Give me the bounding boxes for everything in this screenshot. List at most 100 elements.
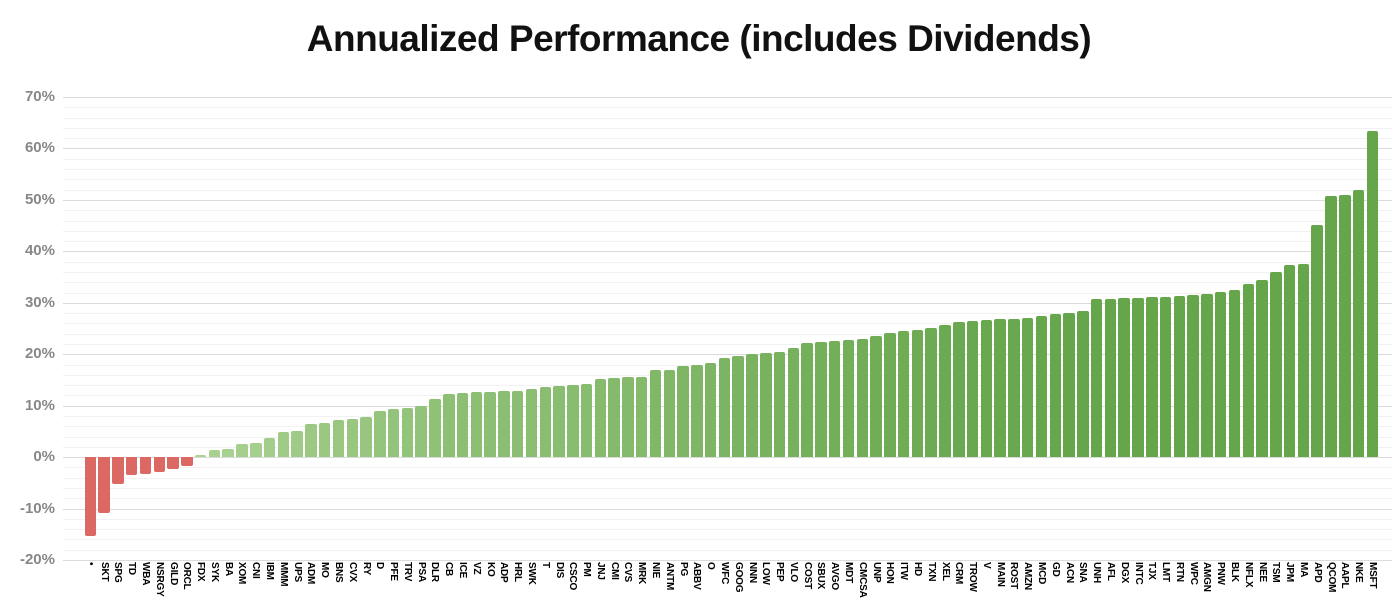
y-axis-tick-label: 20% bbox=[24, 345, 55, 363]
gridline-minor bbox=[63, 333, 1392, 335]
bar-HON bbox=[884, 333, 896, 458]
bar-ITW bbox=[897, 331, 910, 458]
bar-HD bbox=[911, 329, 924, 458]
x-axis-tick-label-XEL: XEL bbox=[939, 562, 951, 581]
x-axis-tick-label-SBUX: SBUX bbox=[815, 562, 827, 589]
x-axis-tick-label-SNA: SNA bbox=[1077, 562, 1089, 583]
gridline-minor bbox=[63, 477, 1392, 479]
gridline-major bbox=[63, 97, 1392, 98]
bar-LOW bbox=[760, 352, 772, 458]
x-axis-tick-label-AMGN: AMGN bbox=[1201, 562, 1213, 592]
bar-GD bbox=[1049, 314, 1061, 458]
bar-ORCL bbox=[181, 457, 193, 466]
x-axis-tick-label-JPM: JPM bbox=[1284, 562, 1296, 582]
bar-NKE bbox=[1352, 190, 1365, 458]
bar-MDT bbox=[842, 340, 855, 458]
gridline-minor bbox=[63, 169, 1392, 170]
bar-NEE bbox=[1256, 279, 1268, 458]
bar-NFLX bbox=[1242, 284, 1254, 458]
gridline-minor bbox=[63, 498, 1392, 500]
x-axis-tick-label-PNW: PNW bbox=[1215, 562, 1227, 585]
bar-TJX bbox=[1146, 297, 1158, 458]
bar-ADP bbox=[498, 391, 510, 458]
bar-BA bbox=[222, 449, 234, 458]
x-axis-tick-label-CVS: CVS bbox=[622, 562, 634, 582]
bar-AFL bbox=[1104, 298, 1117, 458]
bar-WFC bbox=[718, 357, 731, 458]
bar-PM bbox=[580, 383, 593, 458]
bar-O bbox=[704, 362, 717, 458]
gridline-major bbox=[63, 148, 1392, 150]
x-axis-tick-label-IBM: IBM bbox=[264, 562, 275, 580]
x-axis-tick-label-PFE: PFE bbox=[388, 562, 400, 581]
bar-PG bbox=[677, 365, 689, 458]
x-axis-tick-label-SWK: SWK bbox=[525, 562, 537, 585]
x-axis-tick-label-NIE: NIE bbox=[650, 562, 661, 579]
gridline-minor bbox=[63, 230, 1392, 232]
chart-title: Annualized Performance (includes Dividen… bbox=[306, 18, 1092, 59]
x-axis-tick-label-JNJ: JNJ bbox=[594, 562, 606, 580]
gridline-minor bbox=[63, 488, 1392, 489]
bar-MAIN bbox=[994, 319, 1006, 458]
bar-• bbox=[84, 457, 96, 537]
bar-D bbox=[374, 410, 386, 458]
bar-AMZN bbox=[1021, 318, 1034, 458]
y-axis-tick-label: -10% bbox=[19, 499, 55, 517]
x-axis-tick-label-ICE: ICE bbox=[457, 562, 468, 579]
x-axis-tick-label-SYK: SYK bbox=[208, 562, 220, 582]
gridline-minor bbox=[63, 292, 1392, 294]
bar-IBM bbox=[263, 438, 276, 458]
bar-PNW bbox=[1214, 292, 1227, 458]
bar-ICE bbox=[456, 393, 469, 458]
bar-SYK bbox=[208, 450, 221, 458]
x-axis-tick-label-MSFT: MSFT bbox=[1366, 562, 1378, 589]
x-axis-tick-label-T: T bbox=[539, 562, 551, 568]
gridline-minor bbox=[63, 529, 1392, 531]
bar-PSA bbox=[415, 406, 427, 458]
bar-NSRGY bbox=[153, 457, 165, 472]
y-axis-tick-label: 50% bbox=[24, 190, 55, 208]
x-axis-tick-label-HRL: HRL bbox=[512, 562, 524, 582]
bar-CRM bbox=[953, 322, 965, 458]
x-axis-tick-label-GD: GD bbox=[1049, 562, 1061, 577]
bar-GILD bbox=[167, 457, 179, 470]
bar-CB bbox=[443, 393, 455, 458]
bar-UNH bbox=[1090, 299, 1103, 458]
x-axis-tick-label-SKT: SKT bbox=[98, 562, 110, 582]
x-axis-tick-label-FDX: FDX bbox=[195, 562, 207, 582]
gridline-minor bbox=[63, 220, 1392, 222]
x-axis-tick-label-ITW: ITW bbox=[898, 562, 910, 580]
bar-TRV bbox=[401, 407, 414, 458]
bar-UPS bbox=[291, 430, 303, 458]
bar-MO bbox=[318, 422, 331, 458]
bar-MSFT bbox=[1366, 131, 1379, 458]
bar-DGX bbox=[1118, 298, 1130, 458]
bar-TD bbox=[125, 457, 138, 475]
x-axis-tick-label-NFLX: NFLX bbox=[1242, 562, 1254, 588]
gridline-minor bbox=[63, 189, 1392, 191]
x-axis-tick-label-NKE: NKE bbox=[1353, 562, 1364, 583]
x-axis-tick-label-ADM: ADM bbox=[305, 562, 317, 585]
gridline-major bbox=[63, 302, 1392, 304]
bar-RTN bbox=[1173, 296, 1186, 458]
gridline-major bbox=[63, 457, 1392, 459]
bar-RY bbox=[360, 417, 372, 458]
x-axis-tick-label-APD: APD bbox=[1311, 562, 1323, 583]
x-axis-tick-label-MMM: MMM bbox=[277, 562, 289, 587]
x-axis-tick-label-DGX: DGX bbox=[1118, 562, 1130, 584]
x-axis-tick-label-MO: MO bbox=[319, 562, 331, 578]
x-axis-tick-label-VLO: VLO bbox=[787, 562, 799, 582]
bar-KO bbox=[484, 391, 496, 458]
bar-XEL bbox=[939, 324, 951, 458]
x-axis-tick-label-SPG: SPG bbox=[112, 562, 124, 583]
bar-ROST bbox=[1008, 318, 1020, 458]
bar-LMT bbox=[1159, 296, 1172, 458]
x-axis-tick-label-ADP: ADP bbox=[498, 562, 510, 583]
x-axis-tick-label-UNP: UNP bbox=[870, 562, 882, 583]
x-axis-tick-label-LMT: LMT bbox=[1160, 562, 1171, 582]
gridline-minor bbox=[63, 138, 1392, 140]
x-axis-tick-label-CB: CB bbox=[443, 562, 455, 577]
bar-MMM bbox=[277, 432, 289, 458]
x-axis-tick-label-ABBV: ABBV bbox=[691, 562, 703, 590]
x-axis-tick-label-COST: COST bbox=[801, 562, 813, 589]
